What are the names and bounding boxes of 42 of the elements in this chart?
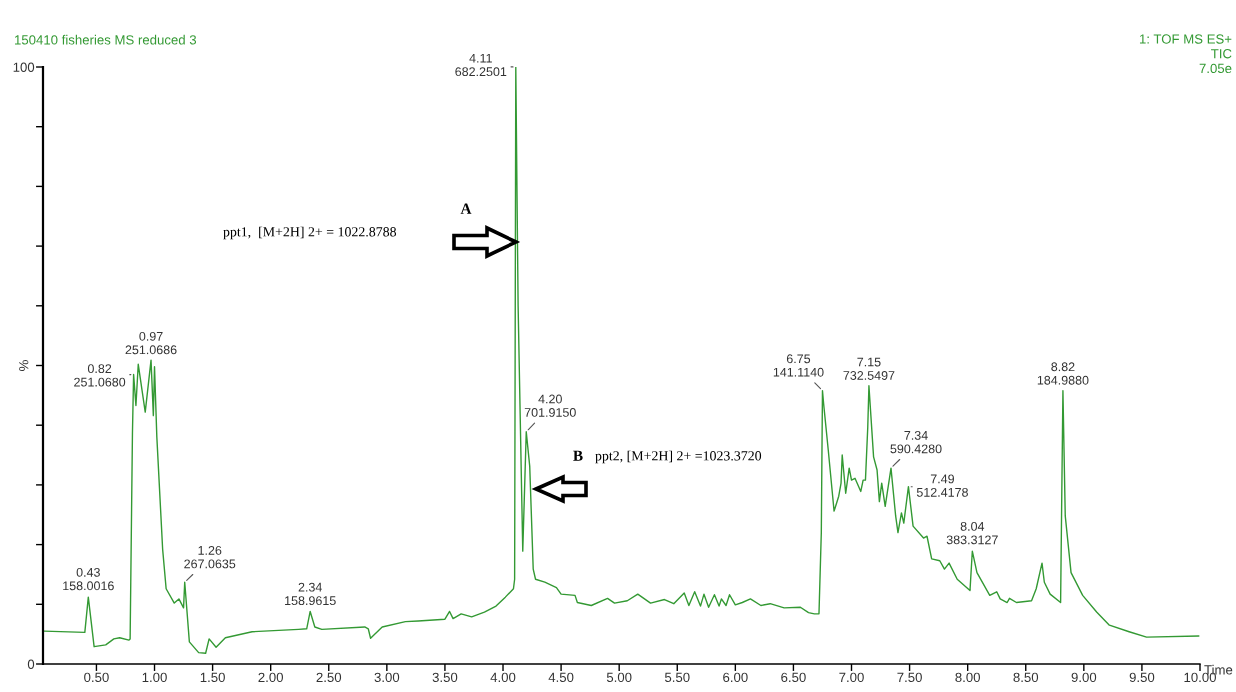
x-tick-label: 3.50 <box>432 672 458 683</box>
annotation: 6.75 141.1140 <box>773 354 824 377</box>
x-tick-label: 9.50 <box>1129 672 1155 683</box>
annotation: 8.82 184.9880 <box>1037 362 1089 385</box>
annotation: ppt1, [M+2H] 2+ = 1022.8788 <box>223 226 397 240</box>
annotation: 7.15 732.5497 <box>843 357 895 380</box>
x-tick-label: 4.50 <box>548 672 574 683</box>
x-tick-label: 8.50 <box>1013 672 1039 683</box>
annotation: 0.82 251.0680 <box>74 364 126 387</box>
annotation: 7.34 590.4280 <box>890 430 942 454</box>
x-tick-label: 6.50 <box>781 672 806 683</box>
x-tick-label: 1.50 <box>200 672 225 683</box>
annotation: 1.26 267.0635 <box>184 545 236 569</box>
annotation: A <box>460 203 472 214</box>
x-tick-label: 3.00 <box>374 672 400 683</box>
annotation: 4.20 701.9150 <box>524 394 576 417</box>
x-tick-label: 2.50 <box>316 672 342 683</box>
annotation: 8.04 383.3127 <box>946 521 998 545</box>
annotation: 2.34 158.9615 <box>285 582 336 606</box>
annotation: 1: TOF MS ES+ TIC 7.05e <box>1139 34 1232 74</box>
line-series <box>43 67 1200 654</box>
annotation: ppt2, [M+2H] 2+ =1023.3720 <box>595 450 762 464</box>
x-tick-label: 7.00 <box>839 672 864 683</box>
y-tick-label: 0 <box>27 659 35 669</box>
x-tick-label: 2.00 <box>258 672 284 683</box>
annotation: 4.11 682.2501 <box>455 53 507 77</box>
annotation: B <box>573 450 583 461</box>
x-tick-label: 8.00 <box>955 672 980 683</box>
x-tick-label: 4.00 <box>490 672 516 683</box>
annotation: 0.97 251.0686 <box>125 331 177 355</box>
x-tick-label: 7.50 <box>897 672 922 683</box>
x-tick-label: 1.00 <box>142 672 167 683</box>
x-tick-label: 5.00 <box>606 672 632 683</box>
x-tick-label: 0.50 <box>84 672 109 683</box>
y-tick-label: 100 <box>13 62 35 72</box>
annotation: 0.43 158.0016 <box>63 567 114 591</box>
x-tick-label: 5.50 <box>664 672 690 683</box>
x-tick-label: 6.00 <box>723 672 748 683</box>
annotation: 7.49 512.4178 <box>916 474 968 497</box>
y-axis-title: % <box>19 360 29 371</box>
x-tick-label: 9.00 <box>1071 672 1097 683</box>
chart-title: 150410 fisheries MS reduced 3 <box>15 34 197 45</box>
